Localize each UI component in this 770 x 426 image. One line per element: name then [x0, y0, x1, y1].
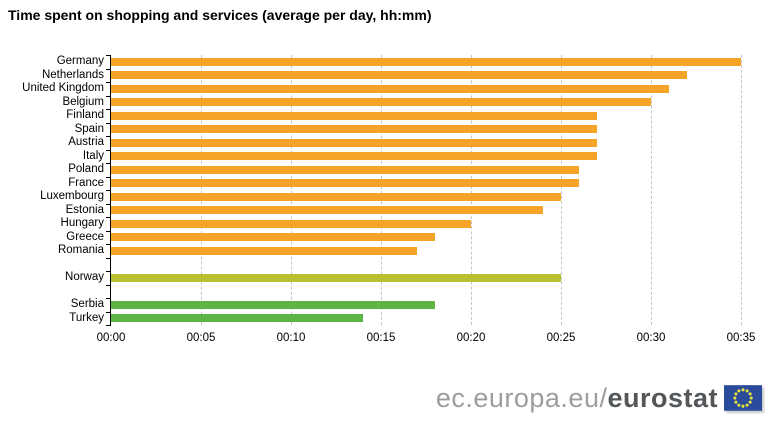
watermark-url-prefix: ec.europa.eu/ [435, 383, 608, 413]
country-label: Finland [66, 109, 104, 121]
country-label: Netherlands [41, 68, 104, 81]
eu-flag-icon [724, 385, 762, 411]
y-axis-tick [106, 176, 111, 178]
y-axis-tick [106, 298, 111, 299]
bar [111, 233, 435, 242]
gridline [651, 55, 652, 325]
country-label: United Kingdom [22, 82, 104, 94]
bar-row: Turkey [69, 312, 741, 326]
bar-row: Germany [57, 55, 741, 69]
bar [111, 98, 651, 107]
bar-row: Estonia [66, 204, 741, 218]
y-axis-tick [106, 163, 111, 164]
gridline [561, 55, 562, 325]
y-axis-tick [106, 149, 111, 151]
gridline [741, 55, 742, 325]
bar [111, 246, 417, 255]
country-label: Serbia [70, 298, 104, 310]
country-label: Belgium [62, 95, 104, 108]
bar [111, 84, 669, 93]
gridline [381, 55, 382, 325]
country-label: Luxembourg [40, 190, 104, 202]
bar [111, 300, 435, 309]
bar [111, 179, 579, 188]
gridline [471, 55, 472, 325]
country-label: Poland [68, 163, 104, 175]
country-label: France [68, 176, 104, 189]
bar [111, 192, 561, 201]
bar-row: Austria [68, 136, 741, 150]
country-label: Turkey [69, 311, 104, 324]
y-axis-tick [106, 284, 111, 286]
watermark: ec.europa.eu/eurostat [436, 383, 762, 413]
bar [111, 314, 363, 323]
country-label: Italy [82, 149, 104, 162]
bar-row: Belgium [62, 96, 741, 110]
bar [111, 206, 543, 215]
y-axis-tick [106, 95, 111, 97]
watermark-text: ec.europa.eu/eurostat [436, 383, 718, 413]
y-axis-tick [106, 217, 111, 218]
x-tick-label: 00:35 [726, 332, 756, 344]
bar-row: Hungary [61, 217, 741, 231]
gridline [291, 55, 292, 325]
bar-row: Luxembourg [40, 190, 741, 204]
x-tick-label: 00:15 [366, 332, 396, 344]
y-axis-tick [106, 68, 111, 70]
chart-title: Time spent on shopping and services (ave… [8, 7, 432, 23]
bar [111, 165, 579, 174]
x-tick-label: 00:05 [186, 332, 216, 344]
country-label: Austria [68, 136, 104, 148]
bar-row: France [68, 177, 741, 191]
gridline [201, 55, 202, 325]
bar-row: Serbia [71, 298, 741, 312]
bar-row: Spain [75, 123, 741, 137]
y-axis-tick [106, 190, 111, 191]
y-axis-tick [106, 82, 111, 83]
bar-row: Finland [66, 109, 741, 123]
bar-row: Italy [83, 150, 741, 164]
x-tick-label: 00:25 [546, 332, 576, 344]
bar-row: Romania [58, 244, 741, 258]
y-axis-tick [106, 325, 111, 326]
plot-area: 00:00 00:05 00:10 00:15 00:20 00:25 00:30 00:35… [22, 55, 755, 344]
country-label: Hungary [60, 217, 104, 229]
x-tick-label: 00:10 [276, 332, 306, 344]
watermark-brand: eurostat [607, 383, 718, 413]
bar-row: Netherlands [42, 69, 741, 83]
bar [111, 138, 597, 147]
bar-row: United Kingdom [22, 82, 741, 96]
country-label: Estonia [65, 203, 104, 216]
y-axis-tick [106, 136, 111, 137]
country-label: Germany [56, 55, 104, 67]
x-tick-label: 00:20 [456, 332, 486, 344]
bar [111, 125, 597, 134]
y-axis-tick [106, 203, 111, 205]
y-axis-tick [106, 244, 111, 245]
y-axis-tick [106, 230, 111, 232]
country-label: Greece [66, 230, 104, 243]
x-tick-label: 00:00 [96, 332, 126, 344]
y-axis-tick [106, 257, 111, 259]
y-axis-tick [106, 55, 111, 56]
y-axis-tick [106, 109, 111, 110]
bar-row: Greece [66, 231, 741, 245]
bar [111, 57, 741, 66]
bar [111, 152, 597, 161]
bar [111, 111, 597, 120]
country-label: Norway [65, 271, 104, 283]
y-axis-tick [106, 311, 111, 313]
country-label: Romania [57, 244, 104, 256]
y-axis-tick [106, 271, 111, 272]
bar [111, 71, 687, 80]
x-tick-label: 00:30 [636, 332, 666, 344]
bar [111, 273, 561, 282]
bar-row: Poland [68, 163, 741, 177]
y-axis-tick [106, 122, 111, 124]
bar [111, 219, 471, 228]
bar-row: Norway [65, 271, 741, 285]
country-label: Spain [74, 122, 104, 135]
